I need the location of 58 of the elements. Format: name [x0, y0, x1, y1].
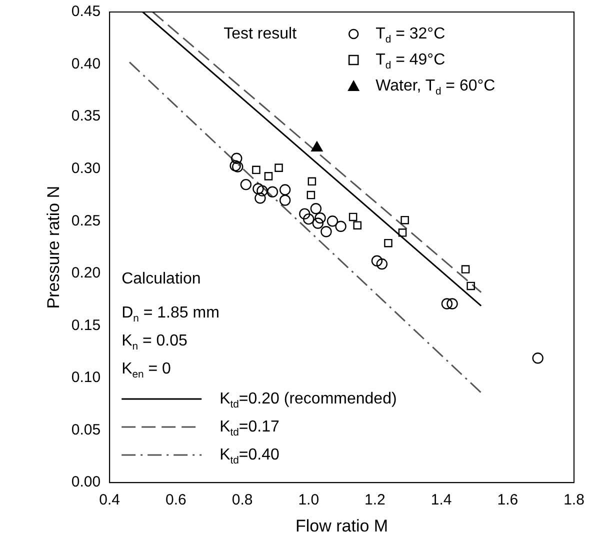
- y-axis-title: Pressure ratio N: [44, 186, 63, 309]
- point: [312, 218, 324, 229]
- x-tick-label: 1.6: [497, 492, 518, 509]
- point: [400, 216, 409, 224]
- y-tick-label: 0.05: [71, 421, 101, 438]
- y-tick-label: 0.10: [71, 369, 101, 386]
- x-tick-label: 1.8: [564, 492, 584, 509]
- annotation: Calculation: [122, 270, 201, 288]
- point: [230, 160, 241, 172]
- y-tick-label: 0.30: [71, 160, 101, 178]
- point: [256, 185, 268, 196]
- x-tick-label: 1.4: [430, 492, 452, 509]
- point: [371, 255, 383, 266]
- x-tick-label: 0.6: [166, 492, 186, 509]
- x-tick-label: 1.0: [298, 492, 320, 509]
- point: [310, 203, 322, 214]
- point: [252, 183, 264, 194]
- point: [398, 228, 407, 237]
- point: [299, 208, 310, 220]
- point: [441, 298, 453, 310]
- point: [335, 220, 346, 232]
- y-tick-label: 0.40: [71, 55, 101, 72]
- x-axis-title: Flow ratio M: [296, 516, 388, 536]
- point: [279, 194, 291, 206]
- y-tick-label: 0.15: [71, 316, 101, 334]
- point: [279, 184, 291, 196]
- point: [326, 216, 338, 227]
- point: [303, 213, 314, 225]
- point: [232, 161, 244, 172]
- x-tick-label: 0.4: [99, 492, 120, 509]
- point: [254, 192, 266, 204]
- y-tick-label: 0.20: [71, 264, 101, 282]
- point: [274, 164, 283, 172]
- y-tick-label: 0.00: [71, 474, 101, 491]
- point: [446, 298, 458, 310]
- point: [308, 177, 316, 186]
- point: [376, 258, 388, 270]
- point: [264, 172, 273, 180]
- point: [231, 152, 242, 164]
- x-tick-label: 0.8: [232, 492, 253, 509]
- point: [311, 141, 323, 152]
- y-tick-label: 0.35: [71, 108, 101, 125]
- point: [384, 238, 392, 248]
- point: [348, 212, 358, 222]
- y-tick-label: 0.25: [71, 212, 101, 230]
- point: [306, 190, 316, 200]
- legend-title: Test result: [224, 25, 298, 42]
- point: [461, 265, 470, 274]
- point: [314, 212, 326, 224]
- x-tick-label: 1.2: [364, 492, 386, 509]
- point: [266, 186, 278, 198]
- point: [252, 166, 260, 174]
- point: [353, 221, 362, 230]
- point: [240, 178, 252, 190]
- point: [466, 282, 475, 290]
- point: [320, 226, 332, 238]
- y-tick-label: 0.45: [71, 3, 101, 20]
- point: [532, 352, 544, 364]
